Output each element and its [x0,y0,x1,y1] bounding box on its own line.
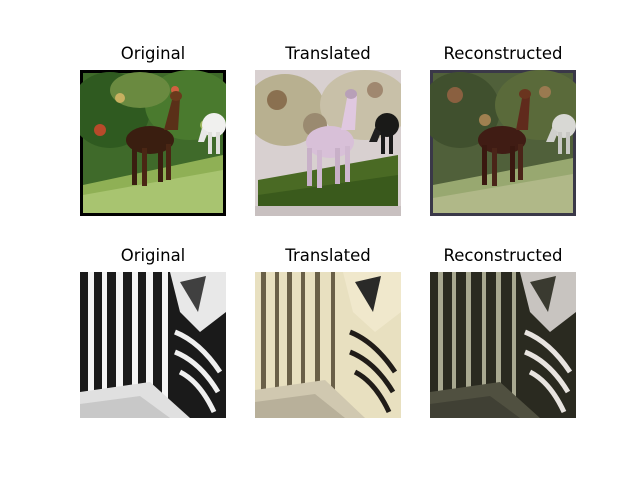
horse-original-image [80,70,226,216]
panel-title: Reconstructed [443,246,563,265]
panel-title: Reconstructed [443,44,563,63]
panel-title: Original [120,246,186,265]
panel-title: Translated [285,44,371,63]
horse-reconstructed-image [430,70,576,216]
panel-title: Original [120,44,186,63]
panel-title: Translated [285,246,371,265]
zebra-original-image [80,272,226,418]
zebra-reconstructed-image [430,272,576,418]
horse-translated-image [255,70,401,216]
zebra-translated-image [255,272,401,418]
